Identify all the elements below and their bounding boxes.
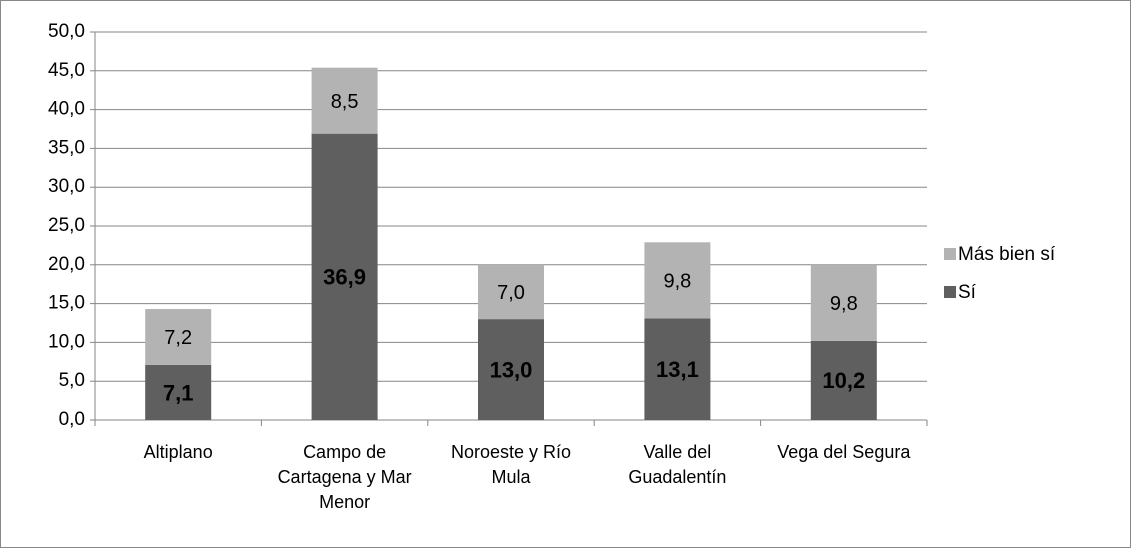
bar-segment <box>644 318 711 420</box>
data-label: 13,0 <box>490 357 533 382</box>
legend-label: Sí <box>958 282 977 303</box>
bar-segment <box>810 264 877 341</box>
bar-segment <box>810 340 877 420</box>
y-tick-label: 25,0 <box>48 215 85 236</box>
y-tick-label: 0,0 <box>59 409 85 430</box>
data-label: 9,8 <box>663 271 691 293</box>
data-label: 36,9 <box>323 265 366 290</box>
bar-segment <box>311 67 378 134</box>
data-label: 7,1 <box>163 380 194 405</box>
y-tick-label: 20,0 <box>48 254 85 275</box>
y-tick-label: 35,0 <box>48 137 85 158</box>
y-tick-label: 50,0 <box>48 21 85 42</box>
data-label: 9,8 <box>830 293 858 315</box>
bar-segment <box>644 242 711 319</box>
data-label: 10,2 <box>822 368 865 393</box>
bar-segment <box>311 133 378 420</box>
x-tick-label: Altiplano <box>143 442 213 462</box>
y-tick-label: 10,0 <box>48 331 85 352</box>
bar-segment <box>478 319 544 420</box>
data-label: 7,0 <box>497 282 525 304</box>
y-tick-label: 40,0 <box>48 99 85 120</box>
data-label: 8,5 <box>331 91 359 113</box>
x-tick-label: Valle del Guadalentín <box>628 442 727 487</box>
data-label: 7,2 <box>164 327 192 349</box>
x-tick-label: Campo de Cartagena y Mar Menor <box>277 442 412 512</box>
y-tick-label: 45,0 <box>48 60 85 81</box>
data-label: 13,1 <box>656 357 699 382</box>
bar-segment <box>145 364 212 420</box>
x-tick-label: Vega del Segura <box>777 442 911 462</box>
x-tick-label: Noroeste y Río Mula <box>450 442 572 487</box>
legend-swatch <box>944 248 956 260</box>
y-tick-label: 30,0 <box>48 176 85 197</box>
bar-segment <box>145 309 212 365</box>
legend-swatch <box>944 286 956 298</box>
y-tick-label: 15,0 <box>48 293 85 314</box>
bar-segment <box>478 264 544 320</box>
y-tick-label: 5,0 <box>59 370 85 391</box>
legend-label: Más bien sí <box>958 244 1056 265</box>
